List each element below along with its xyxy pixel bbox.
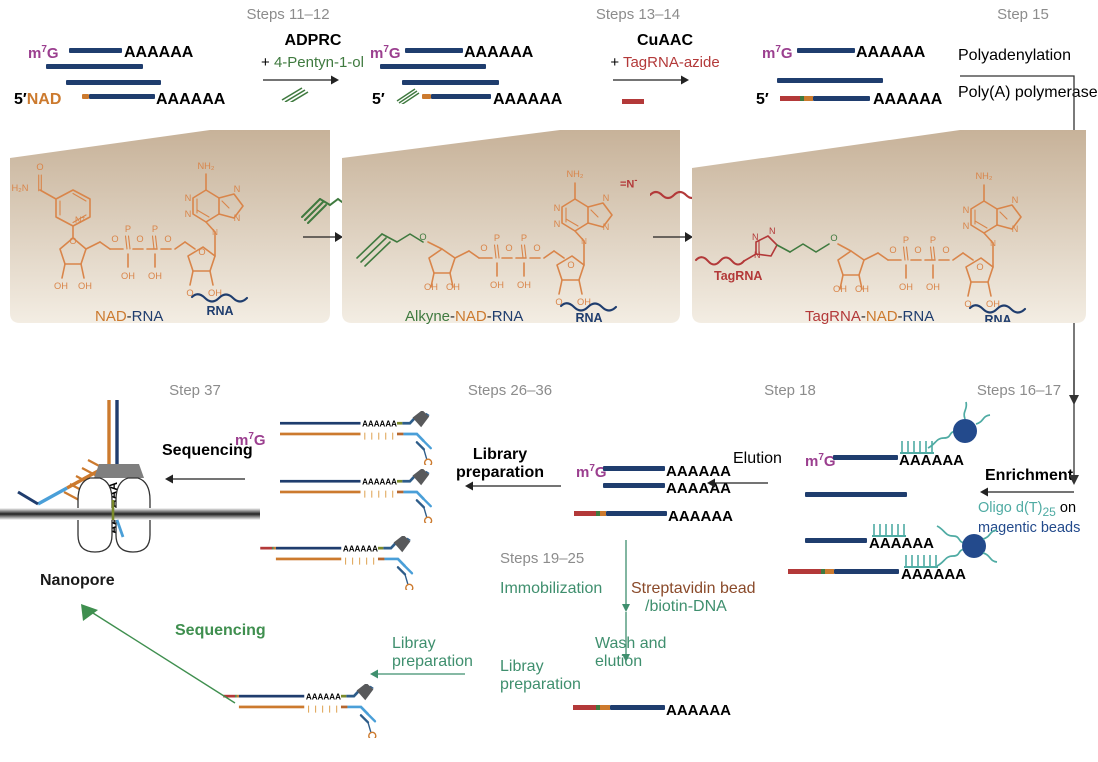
- svg-text:AAAAAA: AAAAAA: [343, 545, 378, 554]
- svg-text:Nanopore: Nanopore: [40, 572, 115, 589]
- svg-text:AAAAAA: AAAAAA: [362, 478, 397, 487]
- svg-text:AAAAAA: AAAAAA: [306, 693, 341, 702]
- svg-text:AAAAAA: AAAAAA: [362, 420, 397, 429]
